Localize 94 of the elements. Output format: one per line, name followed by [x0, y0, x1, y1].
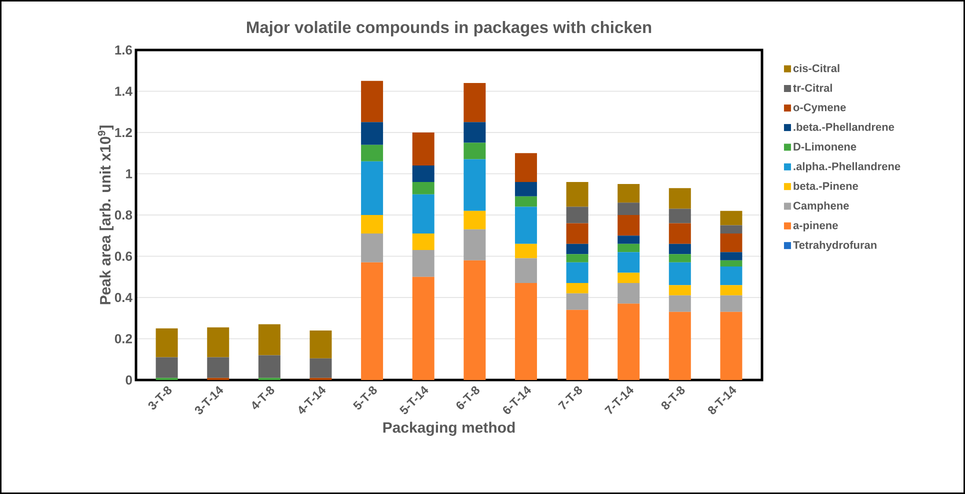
y-tick-label: 0.2 [114, 334, 132, 344]
legend-label: Tetrahydrofuran [793, 240, 876, 252]
bar [361, 161, 384, 215]
bar [156, 328, 178, 358]
bar [258, 355, 280, 378]
bar [668, 262, 691, 286]
bar [310, 330, 332, 358]
y-tick-label: 0.8 [114, 210, 132, 220]
bar [566, 223, 588, 244]
bar [566, 262, 588, 284]
y-tick-label: 0.4 [114, 292, 132, 302]
bar [464, 229, 486, 260]
bar [514, 244, 537, 258]
bar [668, 244, 691, 254]
bar [566, 182, 588, 207]
bar [720, 225, 742, 234]
bar [618, 252, 640, 273]
legend-label: D-Limonene [794, 142, 856, 151]
bar [668, 312, 691, 380]
legend-label: .beta.-Phellandrene [794, 122, 894, 131]
bar [464, 260, 486, 380]
bar [668, 208, 691, 224]
bar [668, 223, 691, 244]
bar [668, 285, 691, 296]
bar [310, 358, 332, 378]
bar [412, 194, 434, 234]
bar [464, 159, 486, 211]
bar [618, 202, 640, 215]
legend-label: a-pinene [793, 221, 838, 232]
bar [720, 295, 742, 312]
bar [514, 206, 537, 244]
bar [514, 258, 537, 284]
bar [207, 357, 230, 378]
bar [668, 188, 691, 209]
bar [566, 310, 588, 380]
bar [720, 260, 742, 267]
bar [720, 266, 742, 286]
bar [720, 252, 742, 260]
bar [566, 244, 588, 254]
bar [464, 142, 486, 160]
bar [668, 295, 691, 312]
bar [464, 210, 486, 230]
bar [618, 304, 640, 380]
bar [361, 122, 384, 145]
bar [720, 210, 742, 226]
bar [566, 206, 588, 224]
bar [156, 357, 178, 378]
y-tick-label: 1.2 [115, 128, 132, 138]
bar [618, 184, 640, 203]
bar [566, 254, 588, 262]
bar [464, 122, 486, 143]
bar [412, 182, 434, 194]
y-tick-label: 0.6 [114, 252, 132, 261]
bar [361, 144, 384, 162]
y-tick-label: 1.6 [115, 45, 132, 55]
bar [361, 262, 384, 380]
bar [464, 82, 486, 122]
bar [618, 272, 640, 284]
bar [514, 283, 537, 380]
bar [412, 250, 434, 277]
chart-title: Major volatile compounds in packages with chicken [247, 21, 652, 36]
y-tick-label: 0 [126, 375, 132, 385]
legend-label: o-Cymene [793, 103, 846, 114]
bar [566, 293, 588, 310]
bar [412, 276, 434, 380]
bar [514, 182, 537, 196]
bar [618, 214, 640, 236]
legend-label: beta.-Pinene [794, 182, 858, 190]
legend-label: Camphene [793, 201, 849, 212]
bar [720, 285, 742, 296]
bar [412, 165, 434, 182]
bar [566, 283, 588, 294]
bar [514, 153, 537, 182]
legend-label: .alpha.-Phellandrene [794, 162, 900, 172]
bar [618, 244, 640, 252]
bar [720, 234, 742, 252]
bar [361, 80, 384, 122]
legend-label: tr-Citral [793, 84, 832, 92]
legend-label: cis-Citral [793, 64, 840, 72]
bar [412, 132, 434, 166]
bar [668, 254, 691, 262]
bar [207, 327, 230, 358]
bar [361, 234, 384, 262]
bar [258, 324, 280, 356]
bar [514, 196, 537, 207]
y-tick-label: 1.4 [115, 86, 132, 96]
x-axis-title: Packaging method [383, 422, 515, 436]
bar [720, 312, 742, 380]
bar [618, 283, 640, 304]
y-axis-title: Peak area [arb. unit x10$^{9}$] [98, 126, 114, 304]
bar [412, 234, 434, 250]
bar [361, 214, 384, 234]
y-tick-label: 1 [126, 169, 132, 178]
bar [618, 236, 640, 244]
